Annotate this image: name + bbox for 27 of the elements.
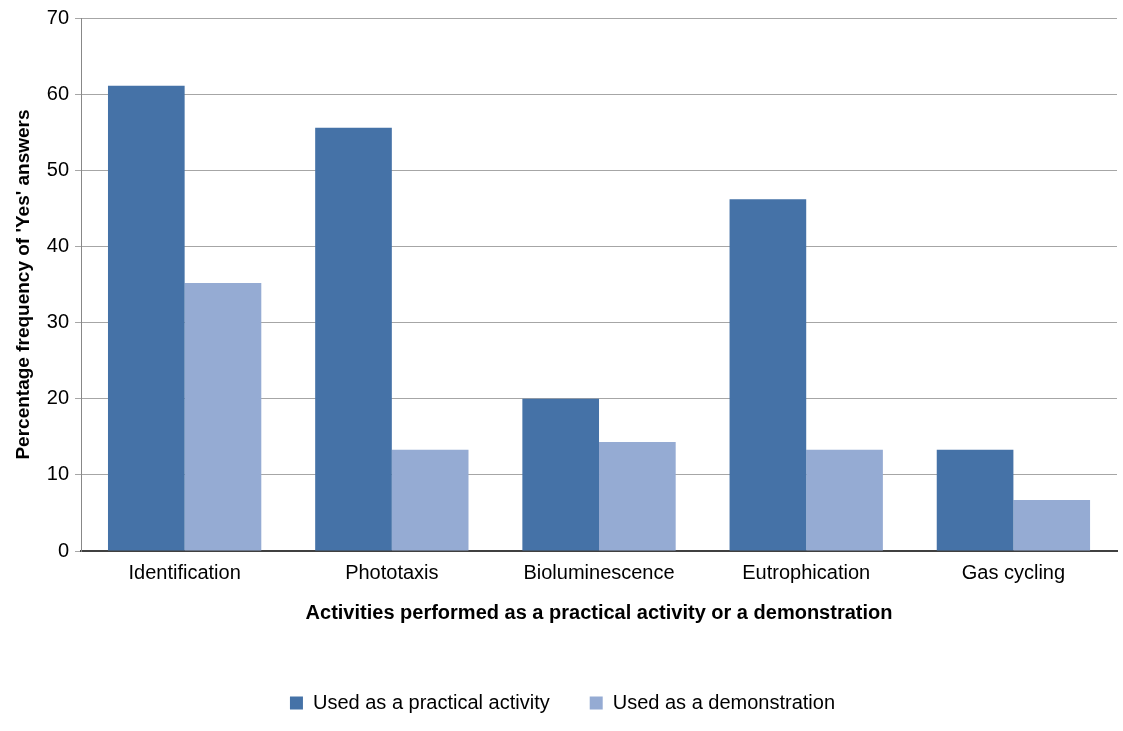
bar xyxy=(806,449,883,551)
y-tick-label: 30 xyxy=(46,310,70,333)
x-tick-label: Gas cycling xyxy=(961,560,1066,583)
y-tick-label: 60 xyxy=(46,81,70,104)
y-tick-label: 20 xyxy=(46,386,70,409)
y-tick-label: 70 xyxy=(46,5,70,28)
bar xyxy=(184,282,262,551)
x-tick-label: Bioluminescence xyxy=(523,560,675,583)
x-axis-title: Activities performed as a practical activity or a demonstration xyxy=(305,600,893,623)
x-tick-label: Phototaxis xyxy=(345,560,439,583)
y-tick-label: 0 xyxy=(57,538,70,561)
bar xyxy=(107,85,185,551)
x-tick-label: Eutrophication xyxy=(742,560,871,583)
y-tick-label: 50 xyxy=(46,157,70,180)
y-axis-title: Percentage frequency of 'Yes' answers xyxy=(11,109,33,460)
bar xyxy=(936,449,1014,551)
legend-label: Used as a practical activity xyxy=(312,690,550,713)
bar xyxy=(391,449,469,551)
y-tick-label: 10 xyxy=(46,462,70,485)
bar xyxy=(729,199,807,551)
legend-label: Used as a demonstration xyxy=(612,690,836,713)
bar xyxy=(522,398,600,551)
bar xyxy=(1013,499,1091,551)
x-tick-label: Identification xyxy=(128,560,241,583)
bar xyxy=(315,127,392,551)
y-tick-label: 40 xyxy=(46,233,70,256)
bar xyxy=(599,442,676,551)
